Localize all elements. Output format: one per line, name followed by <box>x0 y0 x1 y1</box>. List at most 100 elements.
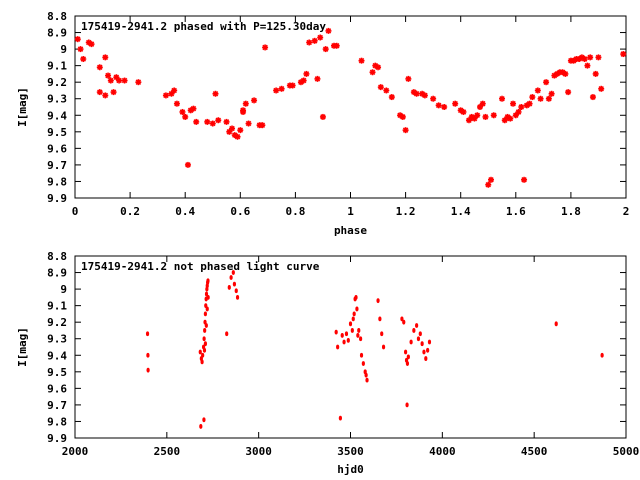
unphased-data-point <box>334 329 338 335</box>
marker-stroke <box>163 92 169 99</box>
phased-data-point <box>595 54 602 61</box>
phased-x-tick-label: 0.8 <box>285 205 305 218</box>
unphased-data-point <box>338 415 342 421</box>
marker-stroke <box>251 97 257 104</box>
phased-data-point <box>413 90 420 97</box>
unphased-data-point <box>422 349 426 355</box>
marker-stroke <box>102 92 109 99</box>
unphased-x-tick-label: 5000 <box>613 445 640 458</box>
unphased-y-tick-label: 9.2 <box>47 316 67 329</box>
unphased-data-point <box>381 344 386 350</box>
unphased-data-point <box>427 339 432 345</box>
marker-stroke <box>333 43 340 49</box>
unphased-y-tick-label: 8.8 <box>47 250 67 263</box>
phased-data-point <box>300 77 307 84</box>
phased-data-point <box>317 34 324 41</box>
marker-stroke <box>584 62 591 69</box>
phased-data-point <box>162 92 169 99</box>
unphased-data-point <box>405 402 409 408</box>
marker-stroke <box>320 114 326 120</box>
marker-stroke <box>116 77 122 84</box>
phased-y-tick-label: 9.5 <box>47 126 67 139</box>
marker-stroke <box>510 100 516 107</box>
phased-data-point <box>237 127 244 134</box>
phased-data-point <box>430 95 437 102</box>
phased-x-tick-label: 2 <box>623 205 630 218</box>
phased-data-point <box>534 87 541 94</box>
unphased-data-point <box>206 278 210 284</box>
phased-y-tick-label: 9 <box>60 43 67 56</box>
marker-stroke <box>259 122 266 128</box>
phased-data-point <box>592 70 599 77</box>
phased-y-tick-label: 8.9 <box>47 27 67 40</box>
marker-stroke <box>375 64 381 71</box>
phased-data-point <box>399 113 406 120</box>
phased-data-point <box>278 85 285 92</box>
phased-data-point <box>490 112 497 119</box>
phased-data-point <box>74 36 81 43</box>
unphased-data-point <box>203 328 207 333</box>
unphased-data-point <box>202 347 207 353</box>
marker-stroke <box>595 54 602 61</box>
phased-data-point <box>209 120 216 127</box>
phased-data-point <box>587 54 594 61</box>
phased-data-point <box>77 46 84 53</box>
phased-data-point <box>262 44 269 51</box>
phased-data-point <box>537 95 544 102</box>
marker-stroke <box>303 71 310 77</box>
unphased-data-point <box>203 311 208 317</box>
marker-stroke <box>174 100 180 107</box>
marker-stroke <box>435 102 442 109</box>
marker-stroke <box>400 114 406 120</box>
unphased-data-point <box>402 319 406 325</box>
marker-stroke <box>457 107 464 114</box>
marker-stroke <box>515 109 522 115</box>
phased-plot-frame <box>74 15 627 199</box>
marker-stroke <box>389 94 395 100</box>
marker-stroke <box>565 89 571 95</box>
marker-stroke <box>215 117 222 124</box>
unphased-data-point <box>348 321 353 327</box>
phased-data-point <box>325 27 332 34</box>
phased-x-tick-label: 0 <box>72 205 79 218</box>
phased-data-point <box>88 41 95 48</box>
unphased-data-point <box>412 328 416 333</box>
phased-x-tick-label: 1 <box>347 205 354 218</box>
phased-data-point <box>598 85 605 92</box>
phased-x-tick-label: 0.4 <box>175 205 195 218</box>
phased-y-tick-label: 9.6 <box>47 142 67 155</box>
unphased-data-point <box>359 336 363 342</box>
unphased-data-point <box>204 323 208 328</box>
unphased-panel: 2000 2500 3000 3500 4000 4500 5000 8.8 8.9 9 9.1 9.… <box>16 250 639 476</box>
unphased-x-tick-label: 4000 <box>429 445 456 458</box>
unphased-data-point <box>344 331 349 337</box>
marker-stroke <box>113 74 120 80</box>
marker-stroke <box>369 69 376 76</box>
marker-stroke <box>422 92 428 99</box>
marker-stroke <box>358 57 365 64</box>
unphased-x-tick-label: 2000 <box>62 445 89 458</box>
phased-y-tick-label: 8.8 <box>47 10 67 23</box>
phased-data-point <box>193 118 200 125</box>
phased-x-tick-label: 0.6 <box>230 205 250 218</box>
unphased-data-point <box>359 352 364 358</box>
marker-stroke <box>620 51 627 57</box>
phased-data-point <box>215 117 222 124</box>
phased-x-tick-label: 1.6 <box>506 205 526 218</box>
marker-stroke <box>234 134 241 140</box>
phased-data-point <box>121 77 128 84</box>
marker-stroke <box>413 90 420 97</box>
marker-stroke <box>482 114 489 120</box>
phased-data-point <box>545 95 552 102</box>
phased-data-point <box>242 100 249 107</box>
marker-stroke <box>97 64 103 71</box>
marker-stroke <box>507 115 514 122</box>
phased-data-point <box>223 118 230 125</box>
unphased-data-point <box>554 321 558 327</box>
unphased-data-point <box>361 361 365 366</box>
phased-x-tick-label: 0.2 <box>120 205 140 218</box>
unphased-data-point <box>231 270 235 275</box>
marker-stroke <box>179 109 186 115</box>
unphased-data-point <box>227 285 231 290</box>
phased-data-point <box>543 79 550 86</box>
